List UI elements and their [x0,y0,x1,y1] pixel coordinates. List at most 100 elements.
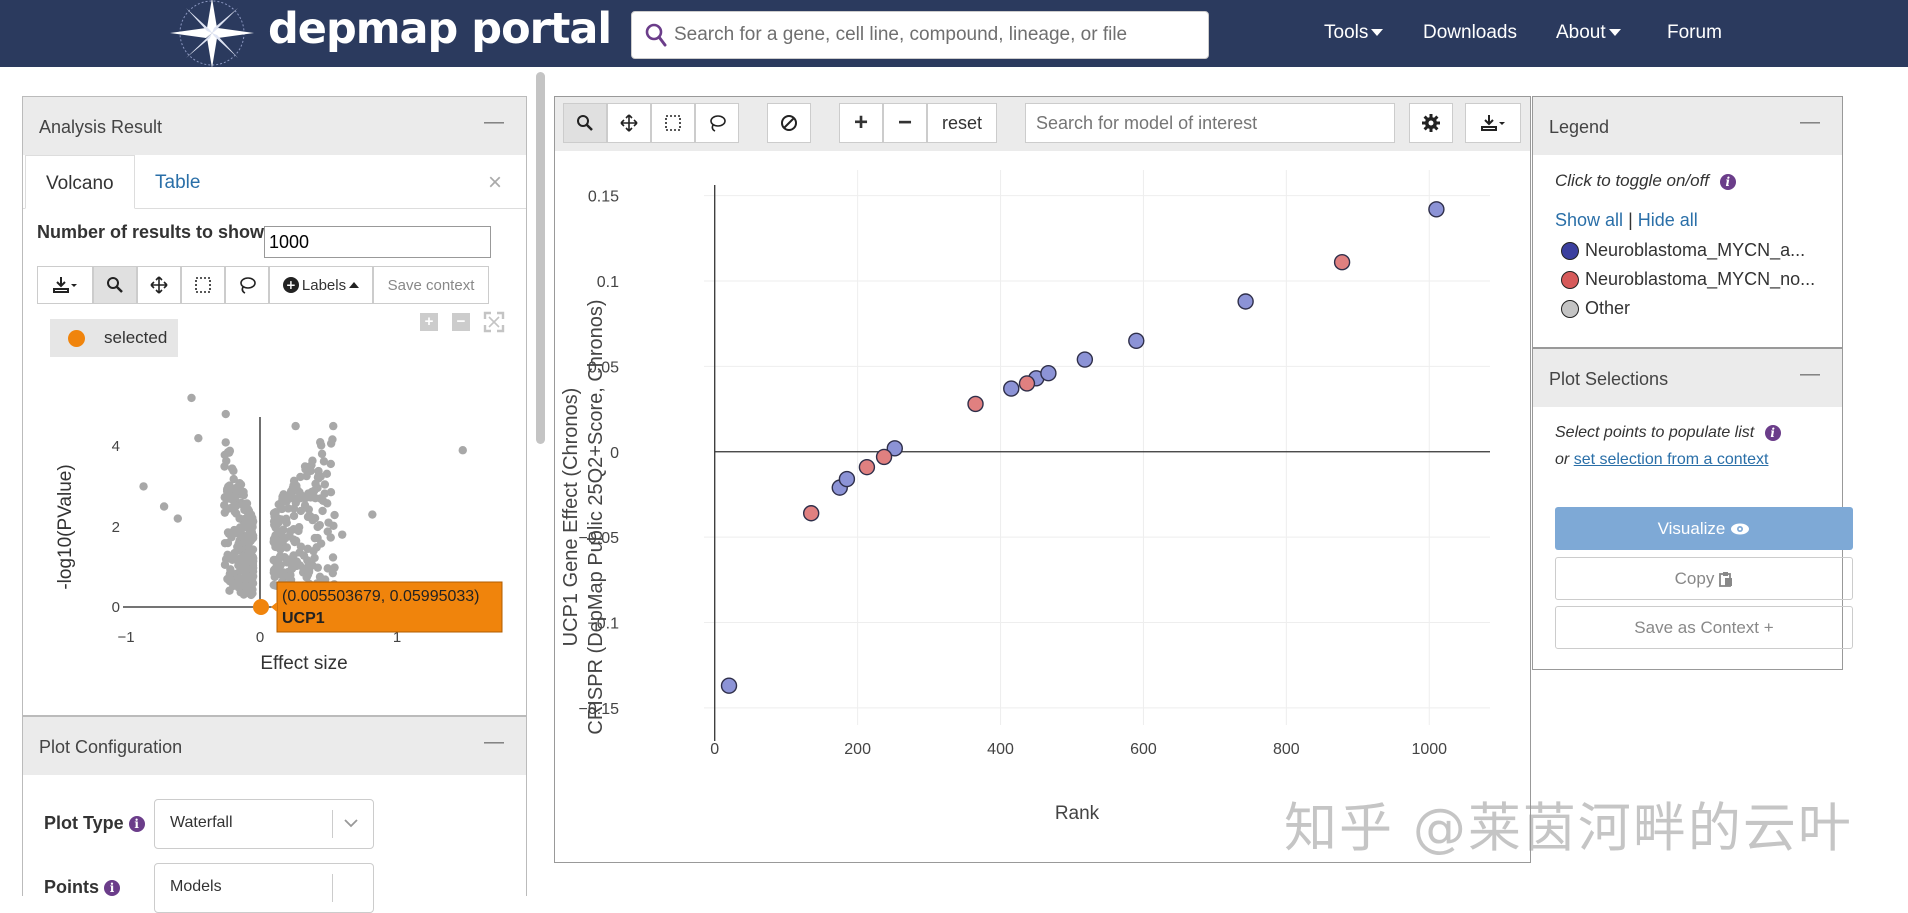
selected-legend-chip[interactable]: selected [50,319,178,357]
plot-type-select[interactable]: Waterfall [154,799,374,849]
box-select-button[interactable] [651,103,695,143]
plot-toolbar: + − reset [555,97,1530,151]
data-point[interactable] [802,505,820,522]
info-icon[interactable]: i [1764,424,1781,441]
legend-item[interactable]: Neuroblastoma_MYCN_a... [1561,240,1805,261]
hide-all-link[interactable]: Hide all [1637,210,1698,230]
volcano-plot[interactable]: −1 0 1 0 2 4 Effect size -log10(PValue) … [23,367,526,707]
data-point[interactable] [1040,365,1057,382]
tooltip-coords: (0.005503679, 0.05995033) [282,588,480,605]
labels-button[interactable]: + Labels [269,266,373,304]
download-button[interactable] [1465,103,1521,143]
analysis-result-header[interactable]: Analysis Result — [23,97,526,155]
info-icon[interactable]: i [104,880,121,897]
clear-selection-button[interactable] [767,103,811,143]
legend-swatch-icon [1561,242,1579,261]
scrollbar-thumb[interactable] [536,72,545,444]
zoom-in-icon[interactable]: + [420,313,438,331]
nav-downloads[interactable]: Downloads [1423,22,1517,43]
pan-tool-button[interactable] [137,266,181,304]
volcano-point [282,543,292,552]
selected-point[interactable] [253,599,269,615]
plot-selections-header[interactable]: Plot Selections — [1533,349,1842,407]
tab-table[interactable]: Table [155,172,201,193]
nav-tools[interactable]: Tools [1324,22,1384,44]
pan-tool-button[interactable] [607,103,651,143]
minimize-button[interactable]: — [1800,363,1820,385]
volcano-point [247,589,256,599]
data-point[interactable] [875,448,893,466]
num-results-input[interactable] [264,226,491,258]
legend-item[interactable]: Other [1561,298,1630,319]
tab-volcano[interactable]: Volcano [25,155,135,209]
data-point[interactable] [1076,351,1094,368]
settings-button[interactable] [1409,103,1453,143]
zoom-out-icon[interactable]: − [452,313,470,331]
minimize-button[interactable]: — [484,111,504,133]
compass-logo-icon[interactable] [160,0,265,67]
plot-selections-panel: Plot Selections — Select points to popul… [1532,348,1853,670]
show-all-link[interactable]: Show all [1555,210,1624,230]
download-button[interactable] [37,266,93,304]
zoom-in-button[interactable]: + [839,103,883,143]
info-icon[interactable]: i [1719,173,1736,190]
data-point[interactable] [1428,201,1445,218]
nav-forum[interactable]: Forum [1667,22,1722,43]
legend-item-label: Neuroblastoma_MYCN_a... [1585,240,1806,260]
volcano-point [222,485,232,494]
zoom-out-button[interactable]: − [883,103,927,143]
lasso-select-button[interactable] [695,103,739,143]
data-point[interactable] [720,677,738,694]
nav-about[interactable]: About [1556,22,1621,44]
volcano-point [270,564,280,574]
data-point[interactable] [886,440,903,457]
lasso-select-button[interactable] [225,266,269,304]
minimize-button[interactable]: — [484,731,504,753]
waterfall-chart[interactable]: 0 200 400 600 800 1000 0.15 0.1 0.05 0 −0.05 −0.1 −… [555,151,1530,864]
info-icon[interactable]: i [128,816,145,833]
lasso-icon [240,277,256,294]
save-context-button[interactable]: Save context [373,266,489,304]
global-search-input[interactable] [672,20,1192,50]
save-as-context-button[interactable]: Save as Context + [1555,606,1853,649]
plot-configuration-header[interactable]: Plot Configuration — [23,717,526,775]
volcano-point [239,590,248,599]
copy-button[interactable]: Copy [1555,557,1853,600]
model-search-input[interactable] [1025,103,1395,143]
data-point[interactable] [1003,380,1020,397]
points-label-text: Points [44,877,100,897]
data-point[interactable] [1333,254,1351,271]
data-point[interactable] [1237,293,1254,310]
watermark-text: 知乎 @莱茵河畔的云叶 [1284,798,1853,859]
volcano-point [277,569,286,578]
volcano-point [276,502,285,511]
chart-points[interactable] [720,201,1445,694]
hover-tooltip: (0.005503679, 0.05995033) UCP1 [271,581,503,633]
volcano-point [310,553,319,563]
points-select[interactable]: Models [154,863,374,913]
data-point[interactable] [1018,375,1036,392]
data-point[interactable] [1128,332,1145,349]
legend-header[interactable]: Legend — [1533,97,1842,155]
zoom-tool-button[interactable] [563,103,607,143]
visualize-button[interactable]: Visualize [1555,507,1853,550]
data-point[interactable] [967,395,984,413]
global-search[interactable] [631,11,1209,59]
close-tab-button[interactable]: × [487,169,502,196]
autoscale-icon[interactable] [483,311,505,333]
plot-type-value: Waterfall [170,814,233,831]
reset-button[interactable]: reset [927,103,997,143]
volcano-point [330,510,339,520]
data-point[interactable] [858,458,876,476]
minimize-button[interactable]: — [1800,111,1820,133]
top-navbar: depmap portal Tools Downloads About Foru… [0,0,1908,67]
legend-item[interactable]: Neuroblastoma_MYCN_no... [1561,269,1815,290]
legend-swatch-icon [1561,271,1579,290]
x-tick-label: 600 [1130,741,1157,758]
set-selection-from-context-link[interactable]: set selection from a context [1573,451,1769,468]
logo-text[interactable]: depmap portal [268,4,612,54]
data-point[interactable] [838,470,856,488]
ban-icon [781,115,797,131]
box-select-button[interactable] [181,266,225,304]
zoom-tool-button[interactable] [93,266,137,304]
